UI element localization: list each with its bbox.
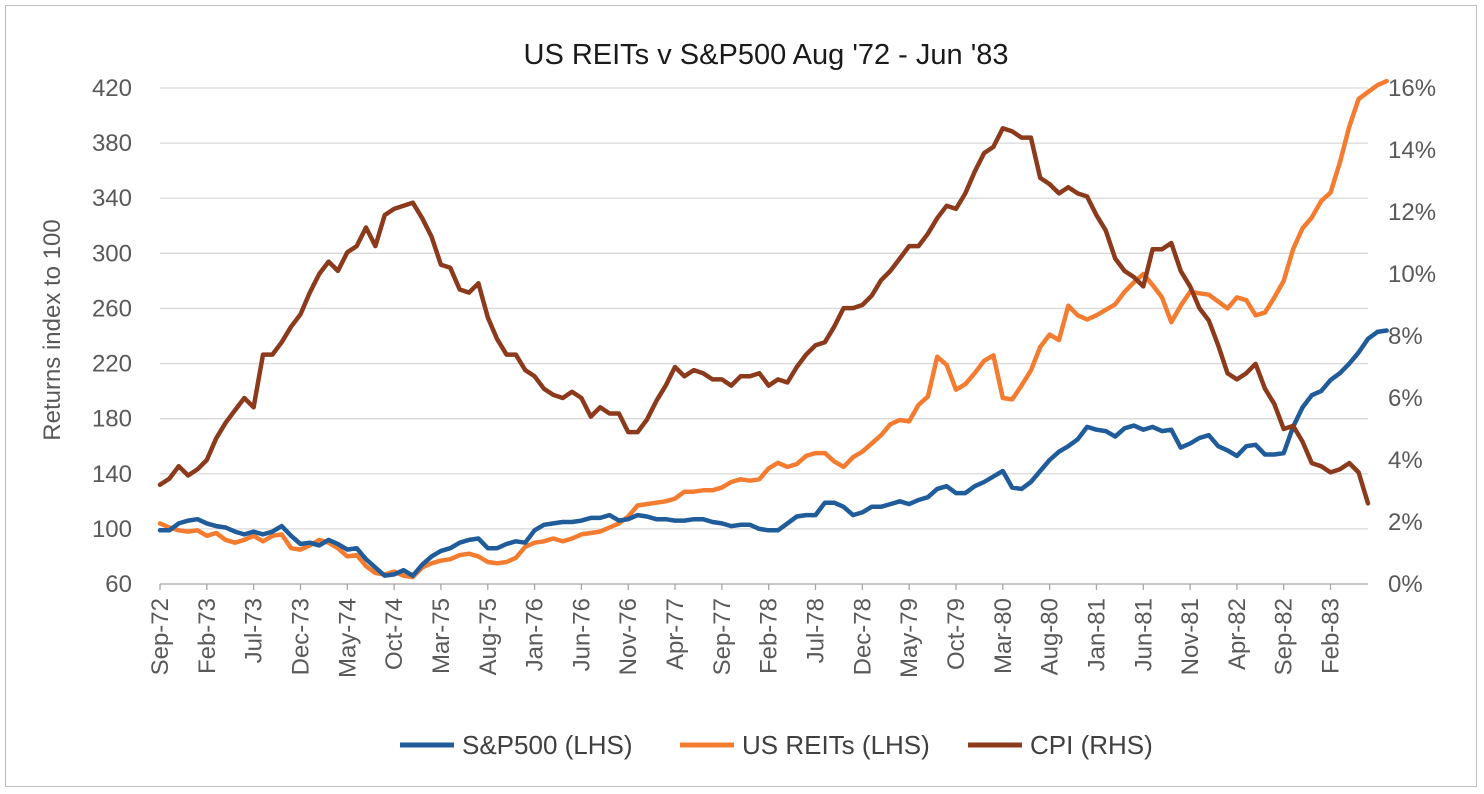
y2-tick-label: 2% [1388, 509, 1423, 536]
series-lines [157, 78, 1389, 580]
x-tick-label: Nov-81 [1177, 598, 1204, 675]
series-line-us-reits-lhs [157, 78, 1389, 580]
chart-frame [5, 5, 1477, 787]
x-tick-label: Jul-78 [803, 598, 830, 663]
x-tick-label: Sep-82 [1271, 598, 1298, 675]
legend-item-sp500: S&P500 (LHS) [400, 730, 633, 760]
x-tick-label: Jul-73 [241, 598, 268, 663]
series-line-s-p500-lhs [157, 328, 1389, 578]
x-tick-label: Sep-72 [147, 598, 174, 675]
x-tick-label: Feb-73 [194, 598, 221, 674]
x-tick-label: Sep-77 [709, 598, 736, 675]
x-tick-label: Jun-76 [568, 598, 595, 671]
y2-tick-label: 16% [1388, 75, 1436, 102]
y2-tick-label: 0% [1388, 571, 1423, 598]
legend: S&P500 (LHS) US REITs (LHS) CPI (RHS) [400, 730, 1153, 760]
x-tick-label: Dec-73 [287, 598, 314, 675]
y-tick-label: 340 [92, 185, 132, 212]
x-tick-label: Apr-77 [662, 598, 689, 670]
legend-label-cpi: CPI (RHS) [1030, 730, 1153, 760]
legend-item-reits: US REITs (LHS) [680, 730, 930, 760]
y2-tick-label: 14% [1388, 137, 1436, 164]
x-tick-label: Aug-80 [1037, 598, 1064, 675]
x-tick-label: Aug-75 [475, 598, 502, 675]
y-tick-label: 140 [92, 461, 132, 488]
x-tick-label: Feb-78 [756, 598, 783, 674]
y2-tick-label: 12% [1388, 199, 1436, 226]
x-tick-label: Oct-79 [943, 598, 970, 670]
y-tick-label: 60 [105, 571, 132, 598]
x-tick-label: Jan-81 [1083, 598, 1110, 671]
x-axis: Sep-72 Feb-73 Jul-73 Dec-73 May-74 Oct-74 Mar-… [147, 584, 1345, 678]
y2-tick-label: 8% [1388, 323, 1423, 350]
legend-label-reits: US REITs (LHS) [742, 730, 930, 760]
x-tick-label: Feb-83 [1318, 598, 1345, 674]
y-tick-label: 420 [92, 75, 132, 102]
x-tick-label: Oct-74 [381, 598, 408, 670]
y2-tick-label: 4% [1388, 447, 1423, 474]
y2-tick-label: 10% [1388, 261, 1436, 288]
x-tick-label: Dec-78 [849, 598, 876, 675]
y-tick-label: 220 [92, 351, 132, 378]
x-tick-label: Mar-75 [428, 598, 455, 674]
y-axis-label: Returns index to 100 [39, 219, 66, 440]
series-line-cpi-rhs [157, 126, 1371, 506]
x-tick-label: May-79 [896, 598, 923, 678]
y-tick-label: 260 [92, 295, 132, 322]
x-tick-label: May-74 [334, 598, 361, 678]
y-axis-right: 16% 14% 12% 10% 8% 6% 4% 2% 0% [1388, 75, 1436, 598]
y-tick-label: 100 [92, 516, 132, 543]
y-tick-label: 380 [92, 130, 132, 157]
y-tick-label: 300 [92, 240, 132, 267]
y2-tick-label: 6% [1388, 385, 1423, 412]
chart-title: US REITs v S&P500 Aug '72 - Jun '83 [524, 39, 1009, 71]
x-tick-label: Apr-82 [1224, 598, 1251, 670]
x-tick-label: Nov-76 [615, 598, 642, 675]
x-tick-label: Jan-76 [522, 598, 549, 671]
y-tick-label: 180 [92, 406, 132, 433]
x-tick-label: Jun-81 [1130, 598, 1157, 671]
legend-item-cpi: CPI (RHS) [968, 730, 1153, 760]
gridlines [160, 87, 1368, 585]
legend-label-sp500: S&P500 (LHS) [462, 730, 633, 760]
x-tick-label: Mar-80 [990, 598, 1017, 674]
y-axis-left: 420 380 340 300 260 220 180 140 100 60 [92, 75, 132, 598]
